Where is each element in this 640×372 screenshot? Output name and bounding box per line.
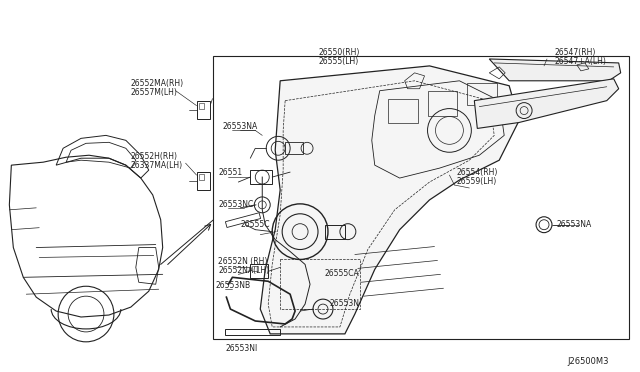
- Text: 26337MA(LH): 26337MA(LH): [131, 161, 183, 170]
- Bar: [198, 174, 204, 180]
- Bar: [285, 142, 303, 154]
- Text: 26553NI: 26553NI: [225, 344, 258, 353]
- Bar: [388, 99, 417, 124]
- Bar: [198, 103, 204, 109]
- Bar: [325, 225, 345, 238]
- Text: 26553NB: 26553NB: [216, 281, 251, 290]
- Bar: [467, 83, 497, 105]
- Text: 26559(LH): 26559(LH): [456, 177, 497, 186]
- Bar: [225, 213, 260, 228]
- Text: 26555(LH): 26555(LH): [318, 57, 358, 66]
- Bar: [252, 266, 259, 271]
- Text: 26550(RH): 26550(RH): [318, 48, 360, 57]
- Bar: [196, 172, 211, 190]
- Polygon shape: [489, 59, 621, 81]
- Polygon shape: [474, 79, 619, 128]
- Text: 26552N (RH): 26552N (RH): [218, 257, 268, 266]
- Text: 26557M(LH): 26557M(LH): [131, 88, 178, 97]
- Text: 26547(RH): 26547(RH): [555, 48, 596, 57]
- Text: 26555CA: 26555CA: [325, 269, 360, 278]
- Text: 26552H(RH): 26552H(RH): [131, 152, 178, 161]
- Bar: [196, 101, 211, 119]
- Text: 26555C: 26555C: [241, 220, 270, 229]
- Text: J26500M3: J26500M3: [567, 357, 609, 366]
- Bar: [280, 259, 360, 309]
- Bar: [225, 329, 280, 335]
- Text: 26553NA: 26553NA: [223, 122, 258, 131]
- Text: 26554(RH): 26554(RH): [456, 168, 498, 177]
- Text: 26552MA(RH): 26552MA(RH): [131, 79, 184, 88]
- Text: 26552NA(LH): 26552NA(LH): [218, 266, 269, 275]
- Bar: [428, 91, 458, 116]
- Bar: [250, 264, 268, 278]
- Text: 26553N: 26553N: [330, 299, 360, 308]
- Bar: [214, 56, 628, 339]
- Polygon shape: [260, 66, 519, 334]
- Text: 26551: 26551: [218, 168, 243, 177]
- Bar: [250, 170, 272, 184]
- Text: 26553NC: 26553NC: [218, 200, 253, 209]
- Text: 26553NA: 26553NA: [557, 220, 592, 229]
- Text: 26547+A(LH): 26547+A(LH): [555, 57, 607, 66]
